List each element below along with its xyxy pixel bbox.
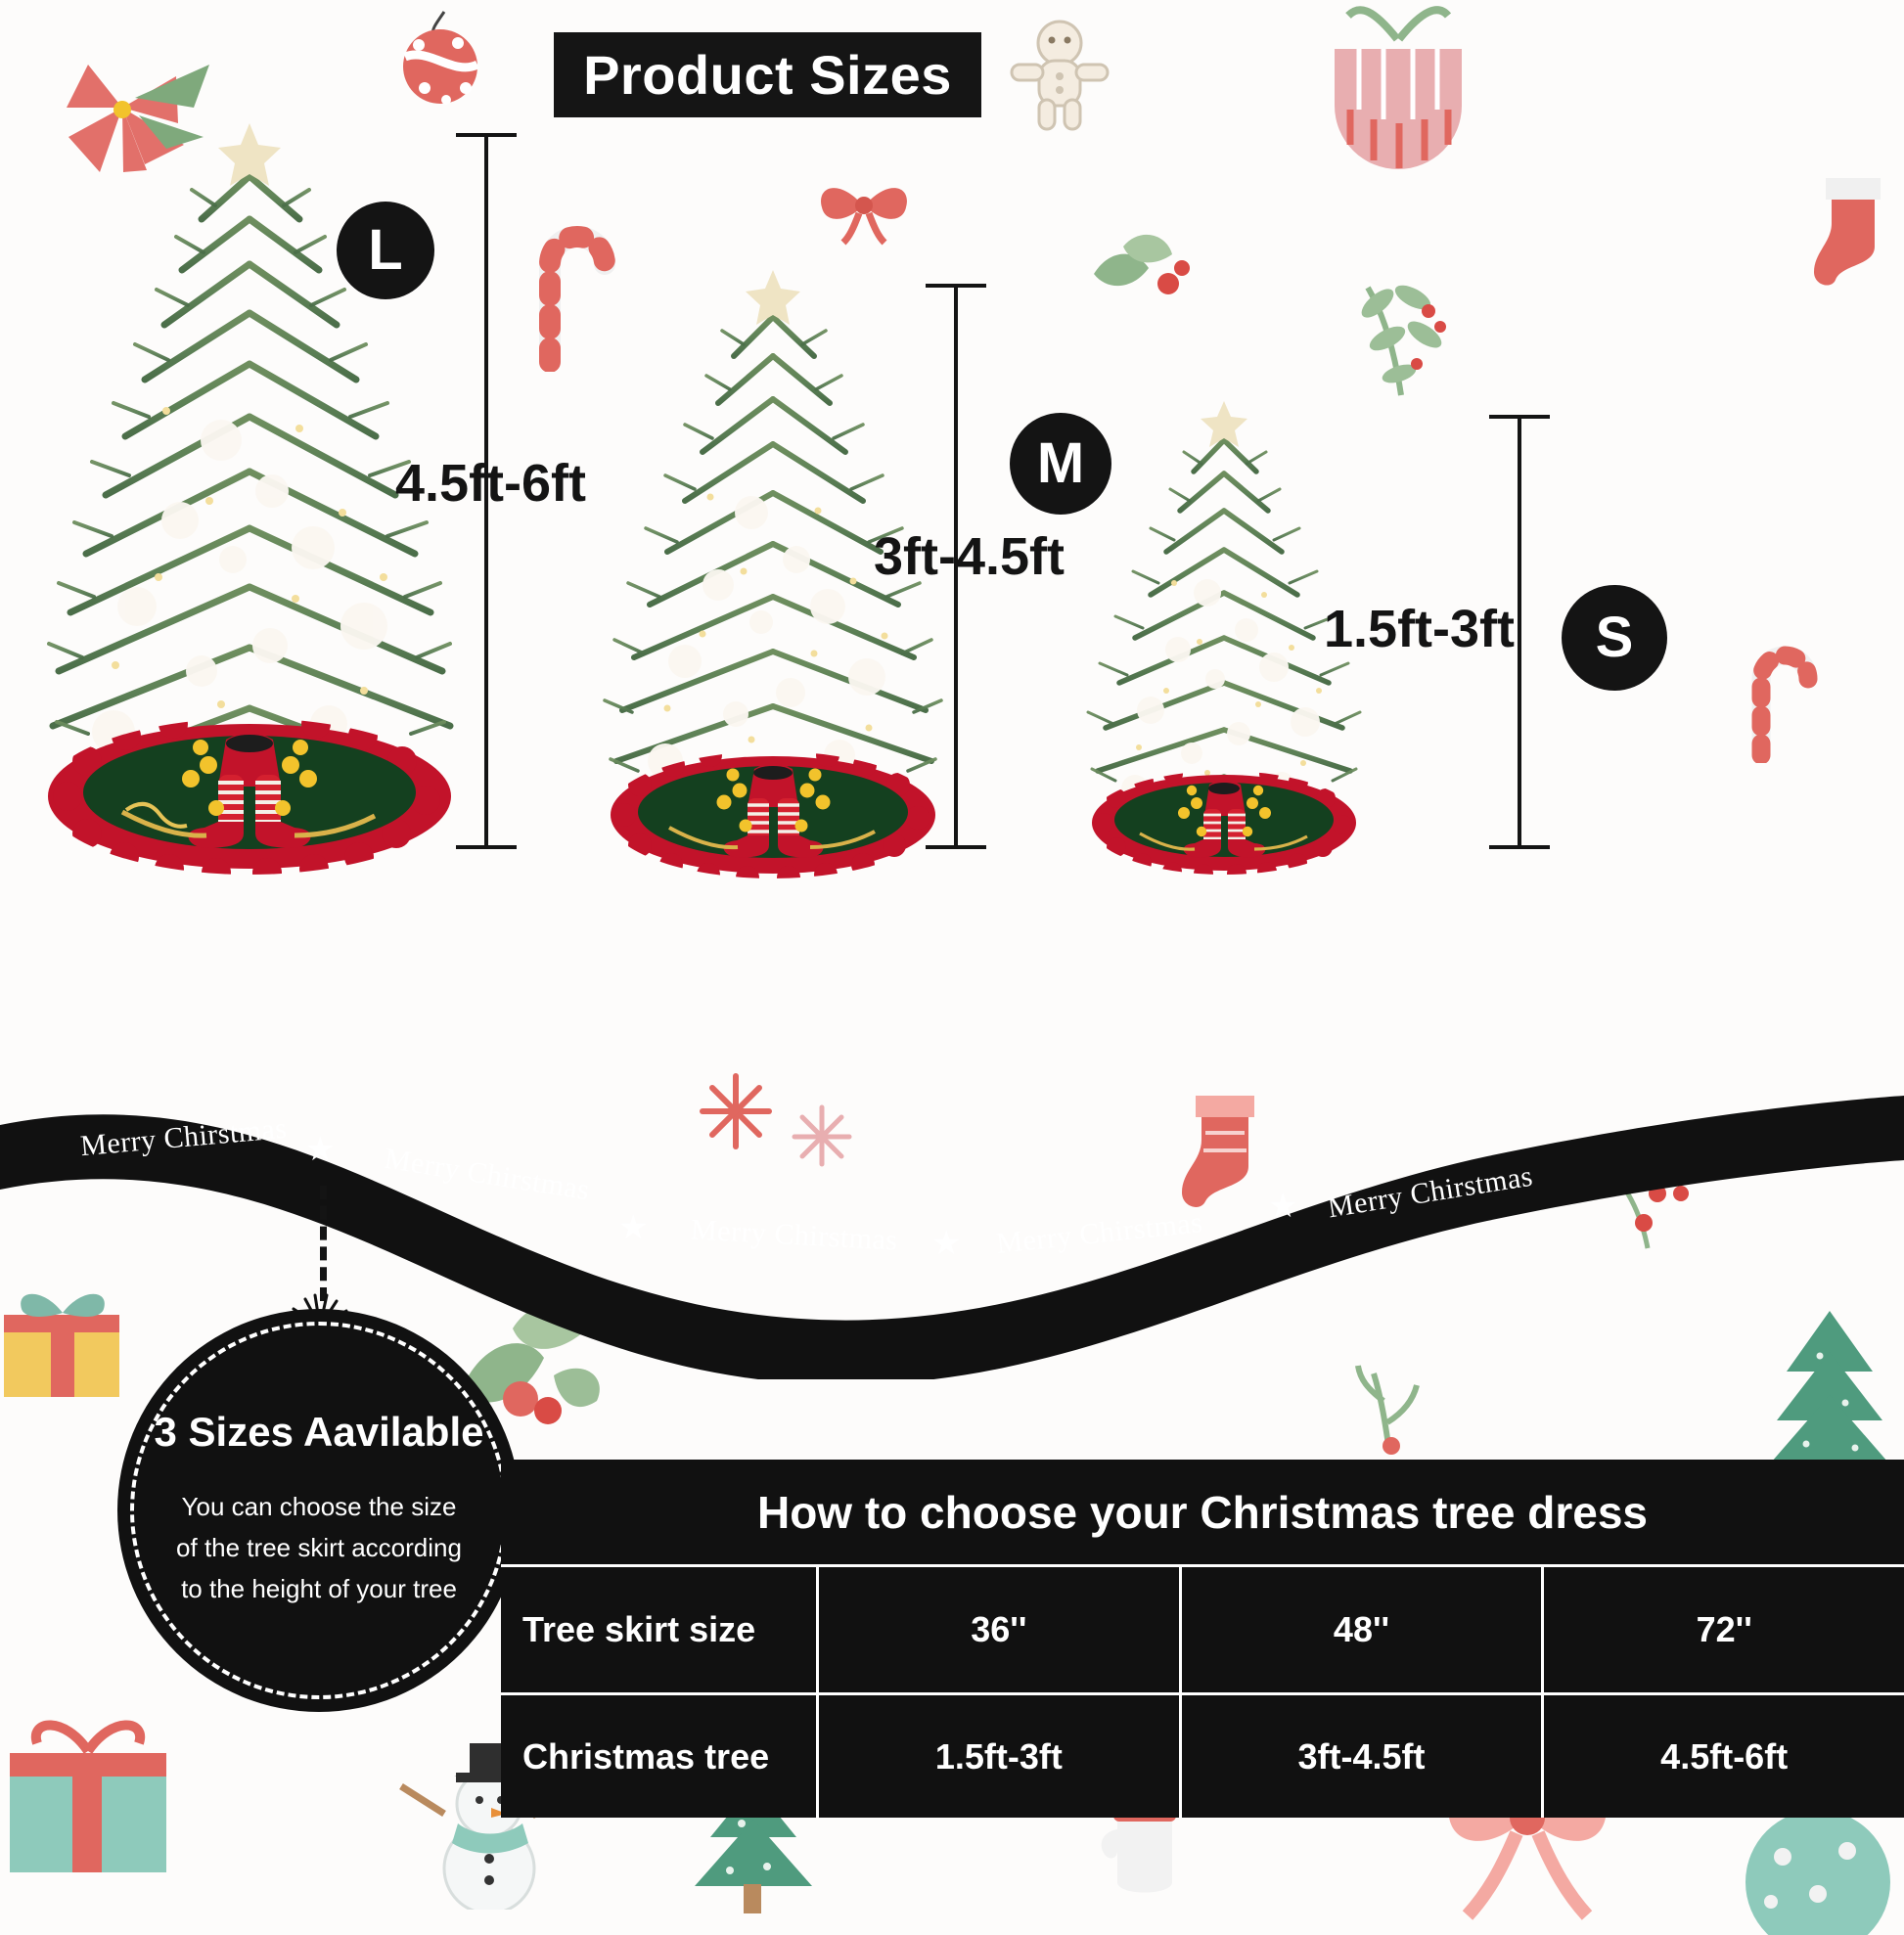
decor-stocking-right: [1814, 178, 1881, 286]
size-badge-large[interactable]: L: [337, 202, 434, 299]
tree-skirt-small: [1092, 771, 1356, 875]
decor-bauble-top: [403, 11, 480, 105]
dimension-label-medium: 3ft-4.5ft: [874, 527, 1065, 586]
product-small: [1072, 397, 1376, 875]
decor-poinsettia-top-left: [67, 65, 209, 172]
decor-gingerbread-man: [1010, 20, 1110, 131]
dimension-label-large: 4.5ft-6ft: [395, 454, 587, 513]
sizes-available-badge: 3 Sizes Aavilable You can choose the siz…: [117, 1309, 521, 1712]
dimension-line-small: [1489, 415, 1550, 849]
product-large: [20, 117, 479, 875]
page-title-text: Product Sizes: [583, 43, 952, 106]
table-cell: 1.5ft-3ft: [816, 1695, 1179, 1818]
ribbon-star-icon-3: ★: [931, 1225, 962, 1262]
ornament-hanging-string: [320, 1186, 327, 1301]
dimension-vline: [1518, 415, 1521, 849]
decor-candy-cane-left: [539, 226, 615, 372]
decor-hanging-basket: [1335, 6, 1462, 169]
size-chart-title: How to choose your Christmas tree dress: [501, 1460, 1904, 1567]
dimension-line-large: [456, 133, 517, 849]
decor-pine-tree-bottom-right: [1765, 1311, 1894, 1503]
table-cell: 4.5ft-6ft: [1541, 1695, 1904, 1818]
dimension-vline: [954, 284, 958, 849]
size-badge-medium-label: M: [1036, 431, 1085, 495]
decor-bow-top-middle: [821, 188, 907, 246]
dimension-cap-bottom: [456, 845, 517, 849]
dimension-label-small: 1.5ft-3ft: [1324, 600, 1516, 658]
sizes-available-description: You can choose the size of the tree skir…: [176, 1491, 462, 1604]
size-badge-medium[interactable]: M: [1010, 413, 1111, 515]
decor-mistletoe-right: [1361, 285, 1446, 396]
table-cell: 36'': [816, 1567, 1179, 1692]
size-chart-title-text: How to choose your Christmas tree dress: [756, 1486, 1649, 1538]
product-medium: [587, 266, 959, 878]
table-row: Tree skirt size 36'' 48'' 72'': [501, 1567, 1904, 1692]
size-badge-large-label: L: [368, 218, 403, 282]
ribbon-shape: [0, 1096, 1904, 1385]
dimension-cap-bottom: [1489, 845, 1550, 849]
table-row-label: Tree skirt size: [522, 1609, 756, 1649]
size-chart-table: How to choose your Christmas tree dress …: [501, 1460, 1904, 1818]
table-cell: 72'': [1541, 1567, 1904, 1692]
decor-gift-left: [4, 1293, 119, 1397]
decor-snowflake-cluster: [700, 1073, 852, 1167]
tree-skirt-large: [48, 718, 451, 875]
decor-candy-cane-right: [1751, 646, 1818, 763]
page-title: Product Sizes: [554, 32, 981, 117]
merry-christmas-ribbon: Merry Chirstmas ★ Merry Chirstmas ★ Merr…: [0, 1096, 1904, 1385]
decor-stocking-bottom-mid: [1182, 1096, 1254, 1207]
dimension-line-medium: [926, 284, 986, 849]
decor-sprig-bottom-mid: [1355, 1365, 1420, 1455]
decor-gift-bottom-left: [10, 1720, 166, 1872]
decor-holly-right-upper: [1094, 234, 1190, 294]
dimension-cap-bottom: [926, 845, 986, 849]
table-cell: 48'': [1178, 1567, 1542, 1692]
size-badge-small[interactable]: S: [1562, 585, 1667, 691]
size-badge-small-label: S: [1595, 606, 1634, 669]
ribbon-star-icon-2: ★: [618, 1209, 649, 1246]
sizes-available-title: 3 Sizes Aavilable: [154, 1408, 484, 1455]
table-row-label: Christmas tree: [522, 1735, 770, 1777]
ribbon-star-icon-4: ★: [1268, 1188, 1298, 1225]
table-row: Christmas tree 1.5ft-3ft 3ft-4.5ft 4.5ft…: [501, 1692, 1904, 1818]
ribbon-star-icon-1: ★: [305, 1131, 336, 1168]
dimension-vline: [484, 133, 488, 849]
table-cell: 3ft-4.5ft: [1178, 1695, 1542, 1818]
tree-skirt-medium: [611, 751, 935, 878]
